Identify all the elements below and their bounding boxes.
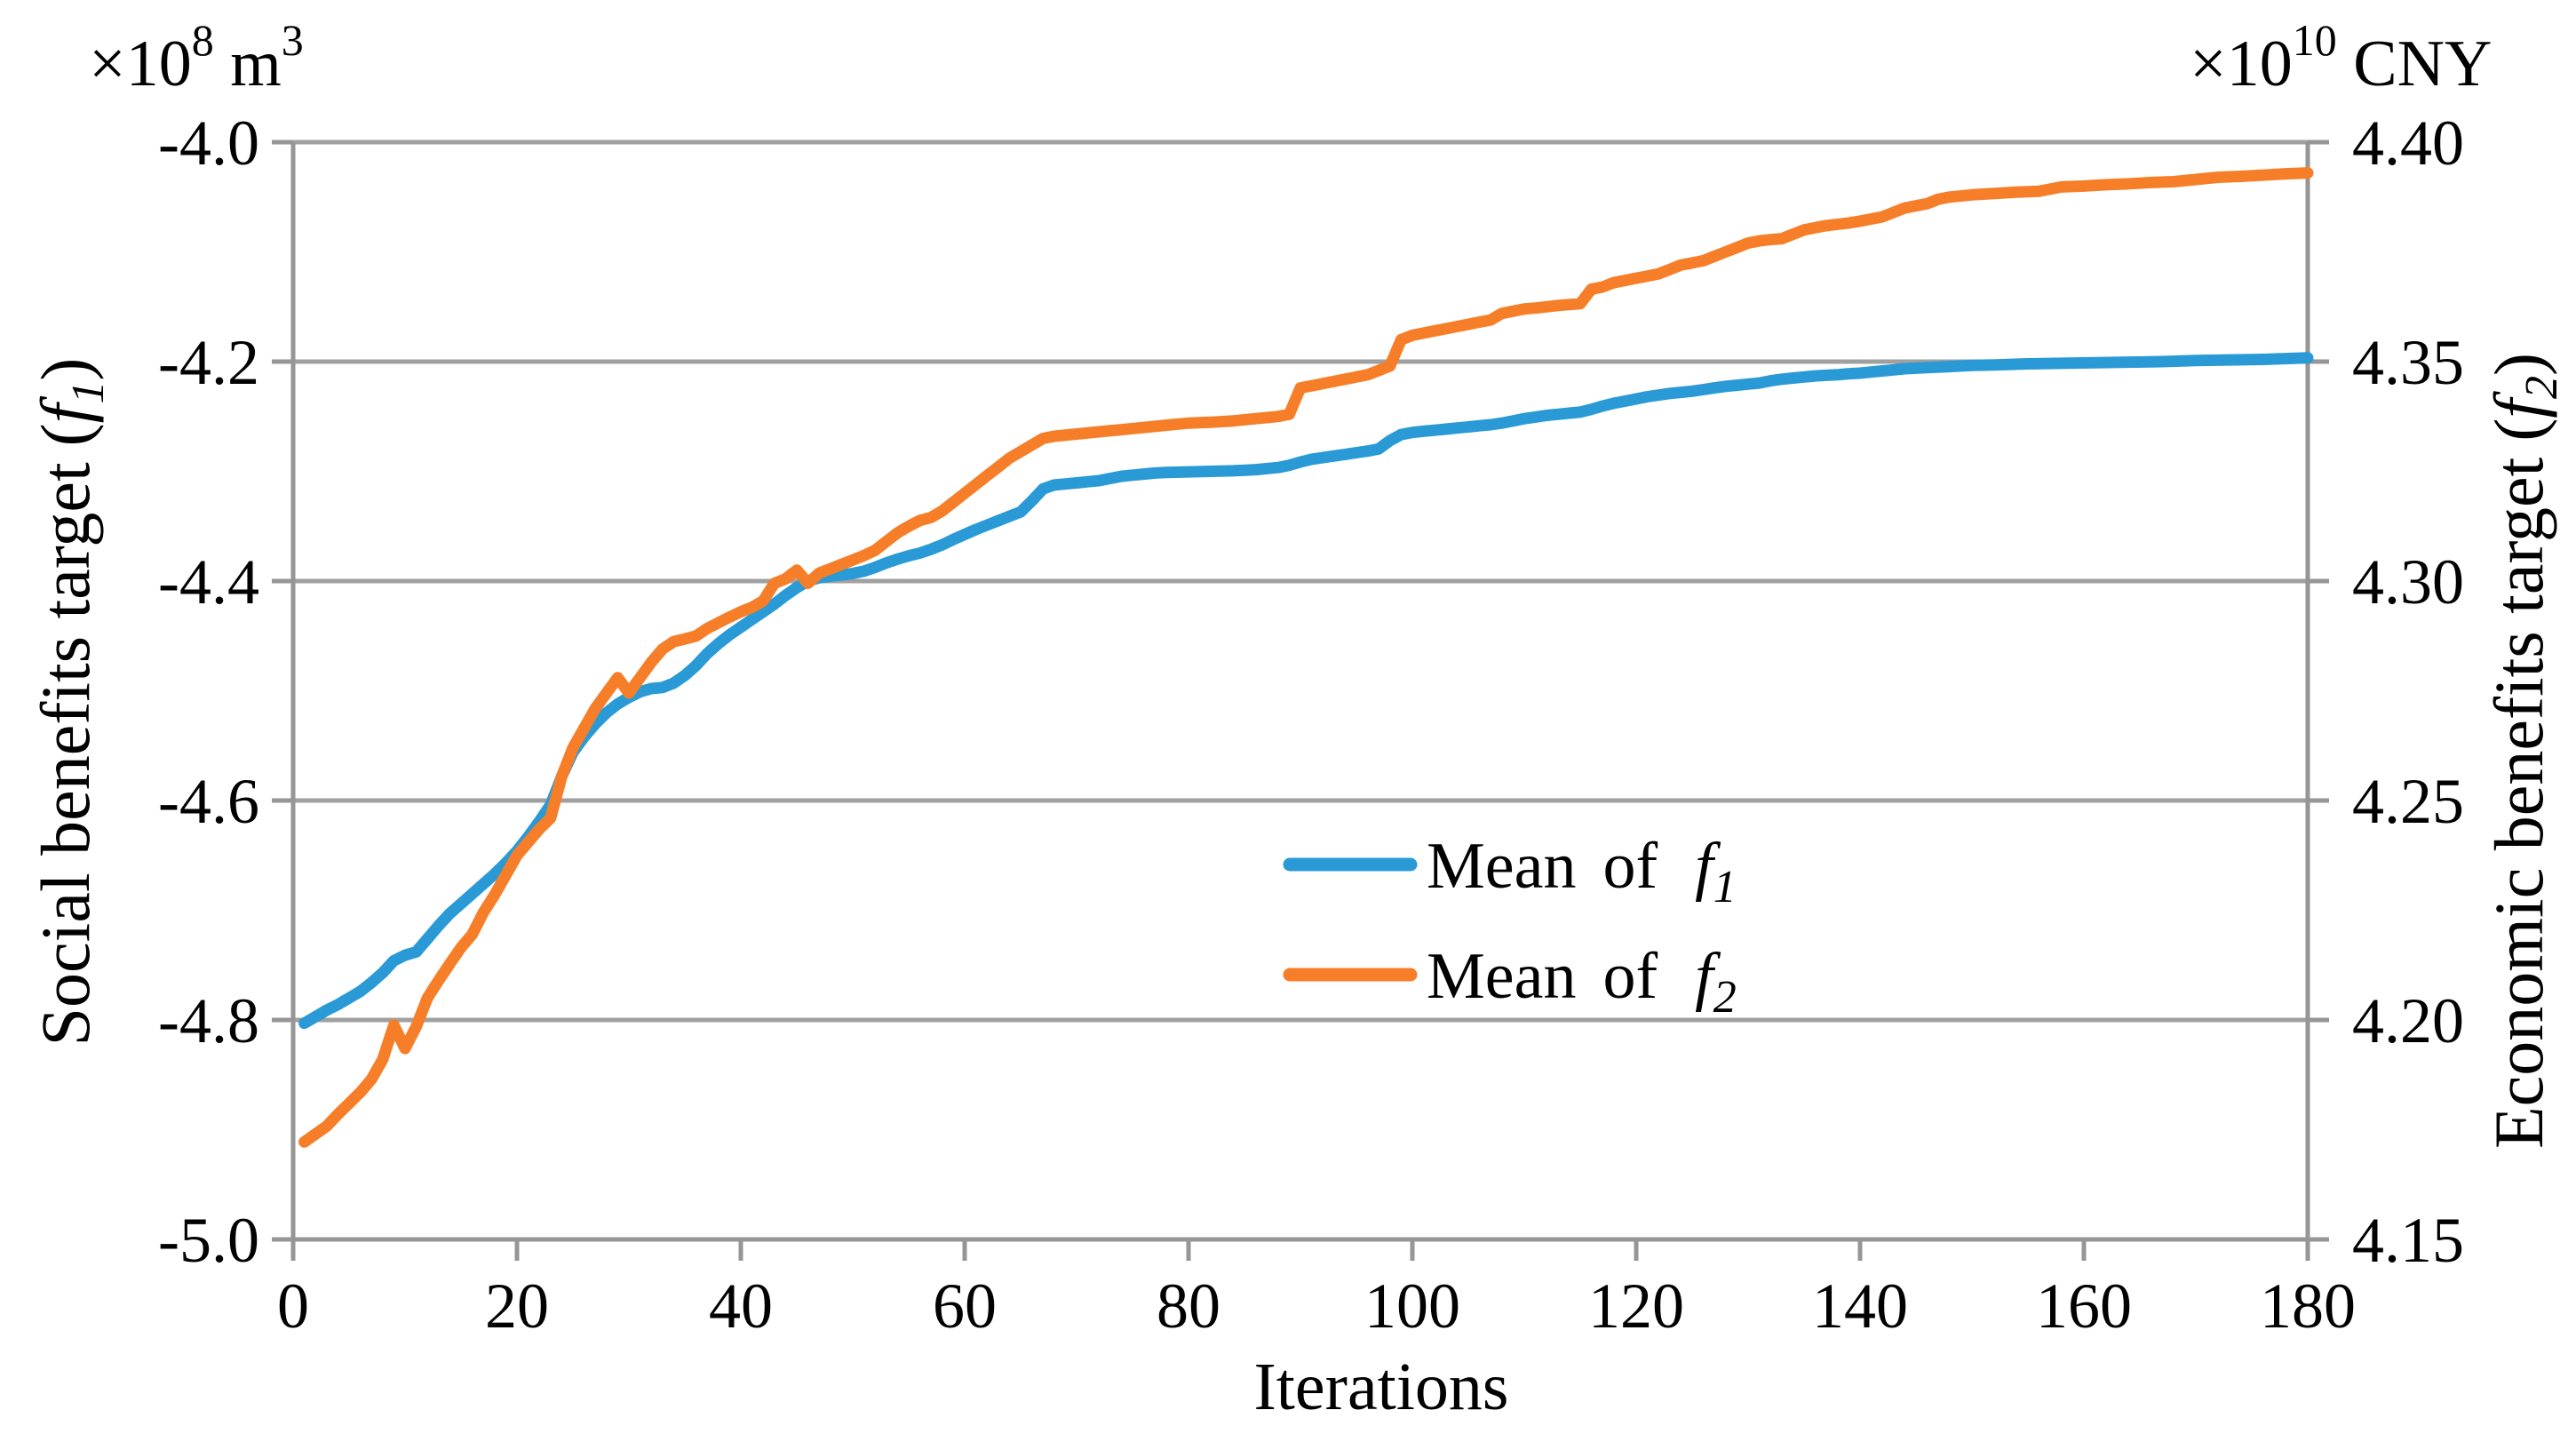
legend-label-f1: Mean of f1 bbox=[1427, 830, 1737, 912]
left-axis-unit: ×108 m3 bbox=[89, 15, 304, 100]
left-axis-tick-label: -4.2 bbox=[158, 327, 259, 398]
tick-labels: -4.0 4.40 -4.2 4.35 -4.4 4.30 -4.6 4.25 -4.8 4.20… bbox=[158, 108, 2464, 1342]
x-axis-tick-label: 160 bbox=[2036, 1271, 2132, 1342]
x-axis-tick-label: 180 bbox=[2260, 1271, 2356, 1342]
axis-lines bbox=[290, 142, 2310, 1242]
x-axis-tick-label: 60 bbox=[933, 1271, 997, 1342]
left-axis-tick-label: -4.0 bbox=[158, 108, 259, 179]
x-axis-tick-label: 100 bbox=[1364, 1271, 1460, 1342]
left-axis-title: Social benefits target(f1) bbox=[27, 358, 114, 1047]
left-axis-tick-label: -4.6 bbox=[158, 766, 259, 837]
right-axis-unit: ×1010 CNY bbox=[2190, 15, 2492, 100]
right-axis-title: Economic benefits target(f2) bbox=[2480, 353, 2567, 1149]
right-axis-tick-label: 4.15 bbox=[2352, 1205, 2464, 1276]
series-lines bbox=[298, 167, 2314, 1148]
right-axis-tick-label: 4.30 bbox=[2352, 546, 2464, 617]
axis-ticks bbox=[272, 139, 2329, 1261]
x-axis-tick-label: 20 bbox=[485, 1271, 549, 1342]
x-axis-tick-label: 120 bbox=[1588, 1271, 1684, 1342]
series-line-f2 bbox=[298, 167, 2314, 1148]
x-axis-title: Iterations bbox=[1253, 1350, 1508, 1424]
left-axis-tick-label: -5.0 bbox=[158, 1205, 259, 1276]
gridlines bbox=[293, 139, 2308, 1242]
x-axis-tick-label: 80 bbox=[1157, 1271, 1220, 1342]
x-axis-tick-label: 0 bbox=[277, 1271, 309, 1342]
left-axis-tick-label: -4.4 bbox=[158, 546, 259, 617]
legend-swatches bbox=[1283, 857, 1418, 982]
right-axis-tick-label: 4.20 bbox=[2352, 985, 2464, 1056]
left-axis-tick-label: -4.8 bbox=[158, 985, 259, 1056]
right-axis-tick-label: 4.25 bbox=[2352, 766, 2464, 837]
right-axis-tick-label: 4.40 bbox=[2352, 108, 2464, 179]
x-axis-tick-label: 40 bbox=[709, 1271, 773, 1342]
x-axis-tick-label: 140 bbox=[1812, 1271, 1908, 1342]
right-axis-tick-label: 4.35 bbox=[2352, 327, 2464, 398]
legend-label-f2: Mean of f2 bbox=[1427, 940, 1737, 1023]
